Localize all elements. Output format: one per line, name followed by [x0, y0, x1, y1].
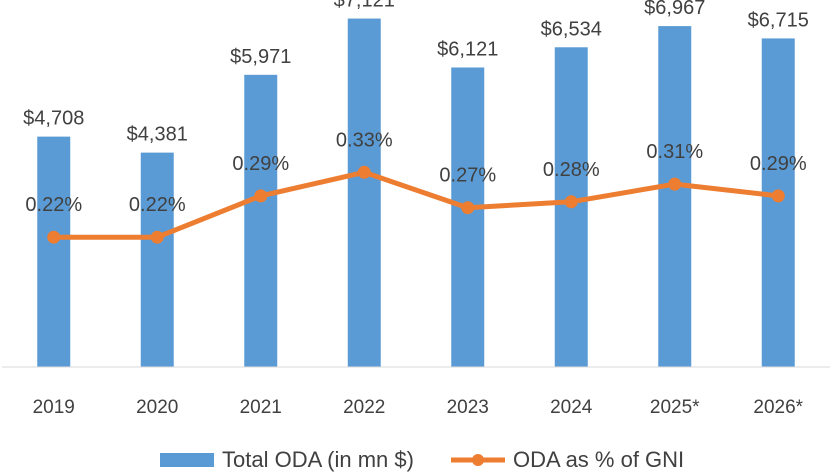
x-tick-2020: 2020 [136, 397, 178, 418]
gni-point-2023 [461, 201, 475, 215]
x-tick-2022: 2022 [343, 397, 385, 418]
bar-label-2022: $7,121 [334, 0, 395, 12]
gni-point-2020 [150, 230, 164, 244]
bar-label-2023: $6,121 [437, 38, 498, 60]
bar-data-labels: $4,708 $4,381 $5,971 $7,121 $6,121 $6,534 $6,9… [23, 0, 809, 146]
bar-label-2021: $5,971 [230, 46, 291, 68]
x-tick-2026*: 2026* [753, 397, 803, 418]
bar-2025* [658, 26, 692, 367]
gni-point-2024 [564, 195, 578, 209]
gni-label-2026*: 0.29% [750, 153, 807, 175]
bar-series [37, 18, 795, 368]
gni-label-2025*: 0.31% [646, 141, 703, 163]
line-series [47, 165, 785, 244]
bar-2023 [451, 67, 485, 367]
gni-point-2022 [357, 165, 371, 179]
gni-label-2023: 0.27% [439, 165, 496, 187]
x-tick-2021: 2021 [240, 397, 282, 418]
legend-label-line: ODA as % of GNI [513, 447, 684, 472]
gni-line [53, 169, 779, 240]
line-data-labels: 0.22% 0.22% 0.29% 0.33% 0.27% 0.28% 0.31% 0.29% [25, 129, 806, 216]
bar-label-2020: $4,381 [127, 124, 188, 146]
bar-label-2026*: $6,715 [748, 9, 809, 31]
bar-2026* [761, 38, 795, 368]
gni-point-2025* [668, 177, 682, 191]
x-tick-2023: 2023 [447, 397, 489, 418]
x-tick-labels: 2019 2020 2021 2022 2023 2024 2025* 2026* [33, 397, 804, 418]
bar-2022 [347, 18, 381, 367]
x-tick-2019: 2019 [33, 397, 75, 418]
bar-label-2025*: $6,967 [644, 0, 705, 19]
bar-2020 [140, 152, 174, 367]
bar-2019 [37, 136, 71, 367]
gni-point-2019 [47, 230, 61, 244]
legend: Total ODA (in mn $) ODA as % of GNI [160, 447, 684, 472]
gni-label-2022: 0.33% [336, 129, 393, 151]
x-tick-2024: 2024 [550, 397, 593, 418]
gni-label-2021: 0.29% [232, 153, 289, 175]
legend-swatch-marker [472, 454, 484, 466]
gni-point-2021 [254, 189, 268, 203]
gni-point-2026* [771, 189, 785, 203]
gni-label-2020: 0.22% [129, 194, 186, 216]
bar-label-2024: $6,534 [541, 18, 602, 40]
gni-label-2024: 0.28% [543, 159, 600, 181]
bar-label-2019: $4,708 [23, 108, 84, 130]
legend-swatch-bar [160, 453, 214, 467]
x-tick-2025*: 2025* [650, 397, 700, 418]
bar-2021 [244, 74, 278, 368]
gni-label-2019: 0.22% [25, 194, 82, 216]
legend-label-bar: Total ODA (in mn $) [222, 447, 414, 472]
